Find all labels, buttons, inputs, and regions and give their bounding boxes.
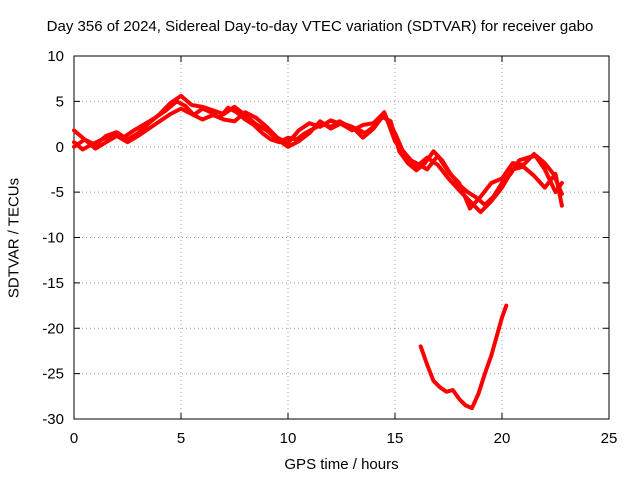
x-tick-label: 20	[494, 430, 511, 447]
y-tick-label: -15	[42, 275, 64, 292]
grid	[74, 56, 609, 419]
y-tick-label: -20	[42, 320, 64, 337]
y-tick-label: 0	[56, 139, 64, 156]
y-tick-label: -30	[42, 411, 64, 428]
x-tick-label: 15	[387, 430, 404, 447]
x-tick-label: 25	[601, 430, 618, 447]
series-trace-3	[72, 93, 564, 211]
y-tick-label: 5	[56, 93, 64, 110]
chart-title: Day 356 of 2024, Sidereal Day-to-day VTE…	[46, 18, 594, 35]
x-tick-label: 10	[280, 430, 297, 447]
x-tick-label: 5	[177, 430, 185, 447]
y-tick-label: -25	[42, 366, 64, 383]
y-tick-label: -10	[42, 230, 64, 247]
x-tick-label: 0	[70, 430, 78, 447]
y-tick-label: 10	[47, 48, 64, 65]
y-tick-label: -5	[51, 184, 64, 201]
x-axis-label: GPS time / hours	[284, 456, 399, 473]
series-trace-2	[72, 106, 564, 215]
y-axis-label: SDTVAR / TECUs	[5, 177, 23, 299]
series-trace-late	[418, 303, 509, 411]
axis-ticks: 0 5 10 15 20 25 -30 -25 -20 -15 -10 -5 0 5 10	[42, 48, 617, 447]
data-series	[72, 93, 564, 411]
